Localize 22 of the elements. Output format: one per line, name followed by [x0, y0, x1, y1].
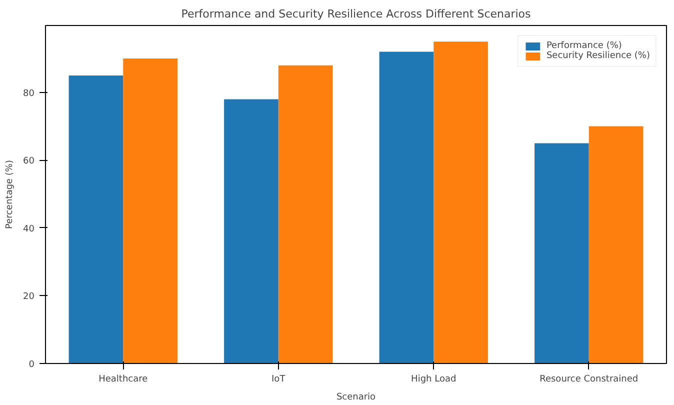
x-tick-label: Healthcare: [98, 374, 148, 384]
y-axis-title: Percentage (%): [5, 160, 16, 230]
y-tick-label: 40: [23, 224, 35, 234]
bar: [588, 126, 644, 364]
bar: [434, 42, 488, 364]
y-tick-label: 60: [23, 156, 35, 167]
y-tick-label: 80: [23, 88, 35, 99]
legend-label: Performance (%): [546, 41, 622, 51]
bar: [224, 99, 278, 364]
x-axis-title: Scenario: [336, 392, 376, 402]
bar: [123, 58, 178, 364]
legend-label: Security Resilience (%): [546, 51, 650, 61]
y-tick-label: 0: [28, 360, 35, 370]
bar: [379, 52, 434, 364]
x-tick-label: High Load: [411, 374, 456, 384]
chart-title: Performance and Security Resilience Across Different Scenarios: [181, 8, 532, 20]
bar: [534, 143, 589, 364]
bar: [68, 75, 124, 364]
x-tick-label: Resource Constrained: [540, 374, 638, 384]
bar: [278, 65, 333, 364]
y-tick-label: 20: [23, 292, 35, 302]
x-tick-label: IoT: [272, 374, 286, 384]
